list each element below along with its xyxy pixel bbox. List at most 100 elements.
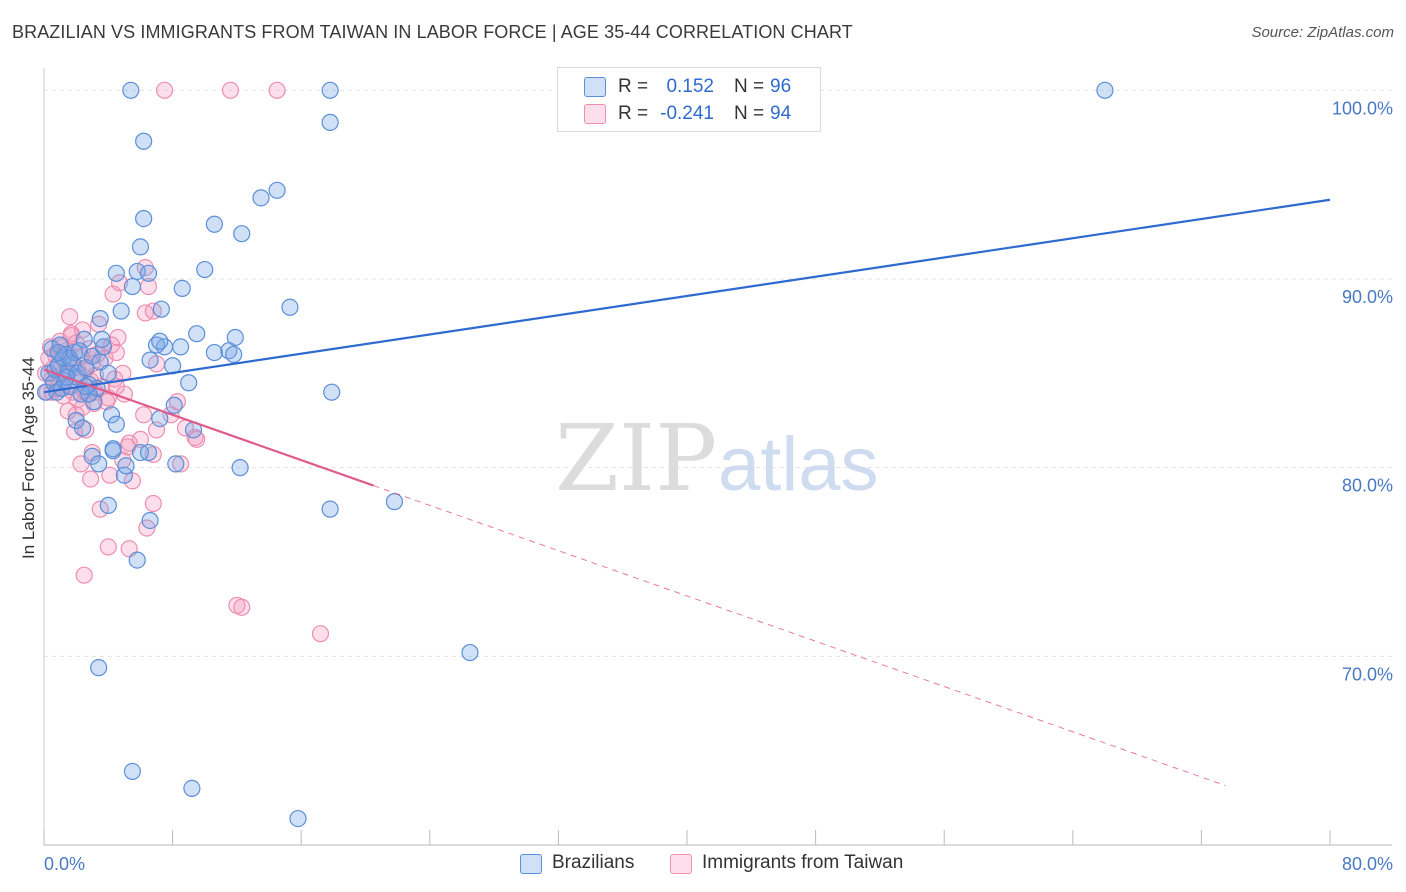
brazilians-point: [135, 132, 153, 150]
legend-swatch-pink: [670, 854, 692, 874]
brazilians-point: [196, 260, 214, 279]
axes: [43, 68, 1392, 846]
brazilians-point: [70, 342, 88, 360]
brazilians-point: [73, 419, 92, 437]
y-axis-label: In Labor Force | Age 35-44: [19, 357, 38, 559]
brazilians-point: [205, 343, 223, 362]
watermark-zip: ZIP: [555, 405, 717, 512]
legend-swatch-pink: [584, 104, 606, 124]
brazilians-point: [172, 338, 190, 356]
brazilians-point: [321, 500, 339, 518]
series-legend: Brazilians Immigrants from Taiwan: [0, 851, 1406, 879]
brazilians-point: [141, 351, 159, 369]
brazilians-point: [152, 300, 170, 318]
y-tick-label: 90.0%: [1342, 287, 1393, 307]
taiwan-point: [75, 566, 93, 584]
trend-line-taiwan: [43, 368, 374, 487]
brazilians-point: [123, 762, 142, 781]
legend-r-value: -0.241: [660, 103, 714, 124]
brazilians-point: [90, 455, 108, 473]
y-tick-labels: 70.0% 80.0% 90.0% 100.0%: [1332, 98, 1393, 684]
taiwan-point: [110, 274, 129, 292]
x-tick-label: 80.0%: [1342, 854, 1393, 874]
taiwan-point: [131, 430, 150, 448]
x-tick-labels: 0.0% 80.0%: [44, 854, 1393, 874]
brazilians-point: [461, 643, 479, 662]
brazilians-point: [122, 81, 140, 99]
brazilians-point: [268, 181, 286, 199]
brazilians-point: [131, 238, 150, 256]
trend-lines: [43, 198, 1331, 787]
taiwan-point: [101, 466, 119, 484]
brazilians-point: [90, 659, 108, 677]
brazilians-point: [104, 442, 122, 460]
brazilians-point: [135, 210, 153, 228]
taiwan-point: [221, 81, 240, 99]
brazilians-point: [321, 113, 339, 131]
brazilians-point: [183, 779, 201, 797]
brazilians-point: [289, 809, 307, 828]
brazilians-point: [385, 493, 404, 511]
brazilians-point: [99, 364, 117, 382]
brazilians-point: [107, 264, 125, 282]
legend-label-taiwan: Immigrants from Taiwan: [702, 852, 904, 873]
legend-n-value: 96: [770, 76, 792, 97]
watermark-atlas: atlas: [718, 422, 879, 507]
trend-line-taiwan-extrapolated: [373, 485, 1226, 787]
brazilians-point: [102, 406, 121, 424]
brazilians-point: [226, 328, 244, 347]
legend-swatch-blue: [584, 77, 606, 97]
watermark: ZIP atlas: [555, 405, 879, 512]
trend-line-brazilians: [43, 198, 1331, 394]
taiwan-point: [268, 81, 286, 99]
brazilians-point: [91, 309, 109, 328]
taiwan-point: [172, 455, 190, 473]
y-tick-label: 100.0%: [1332, 98, 1393, 118]
x-tick-label: 0.0%: [44, 854, 85, 874]
brazilians-point: [75, 330, 93, 348]
brazilians-point: [167, 455, 185, 473]
brazilians-point: [225, 345, 243, 364]
legend-r-value: 0.152: [666, 76, 714, 97]
source-label: Source: ZipAtlas.com: [1251, 24, 1394, 41]
legend-n-value: 94: [770, 103, 792, 124]
y-tick-label: 70.0%: [1342, 664, 1393, 684]
taiwan-point: [91, 500, 109, 518]
brazilians-point: [49, 343, 68, 362]
legend-r-label: R =: [618, 103, 649, 124]
brazilians-point: [128, 551, 146, 569]
taiwan-point: [61, 308, 79, 326]
brazilians-point: [151, 332, 169, 350]
brazilians-point: [205, 215, 223, 233]
taiwan-point: [109, 328, 127, 347]
brazilians-point: [107, 415, 125, 433]
legend-row-taiwan: R = -0.241 N = 94: [558, 100, 820, 128]
brazilians-point: [252, 189, 270, 207]
taiwan-point: [82, 470, 100, 488]
legend-label-brazilians: Brazilians: [552, 852, 635, 873]
grid-lines: [44, 89, 1392, 657]
taiwan-point: [62, 326, 80, 345]
brazilians-point: [139, 264, 158, 282]
brazilians-point: [231, 459, 249, 477]
brazilians-point: [281, 298, 299, 316]
brazilians-point: [165, 396, 183, 414]
taiwan-point: [233, 598, 251, 616]
brazilians-point: [99, 496, 117, 514]
taiwan-point: [99, 538, 117, 556]
taiwan-point: [155, 81, 174, 99]
legend-row-brazilians: R = 0.152 N = 96: [558, 73, 820, 101]
legend-r-label: R =: [618, 76, 649, 97]
brazilians-point: [123, 277, 142, 296]
brazilians-point: [93, 330, 111, 348]
brazilians-point: [233, 225, 251, 243]
taiwan-point: [135, 406, 153, 424]
brazilians-point: [117, 457, 135, 475]
brazilians-point: [139, 443, 158, 462]
y-tick-label: 80.0%: [1342, 476, 1393, 496]
brazilians-point: [112, 302, 130, 320]
legend-swatch-blue: [520, 854, 542, 874]
taiwan-point: [311, 625, 330, 643]
chart-title: BRAZILIAN VS IMMIGRANTS FROM TAIWAN IN L…: [12, 22, 853, 42]
